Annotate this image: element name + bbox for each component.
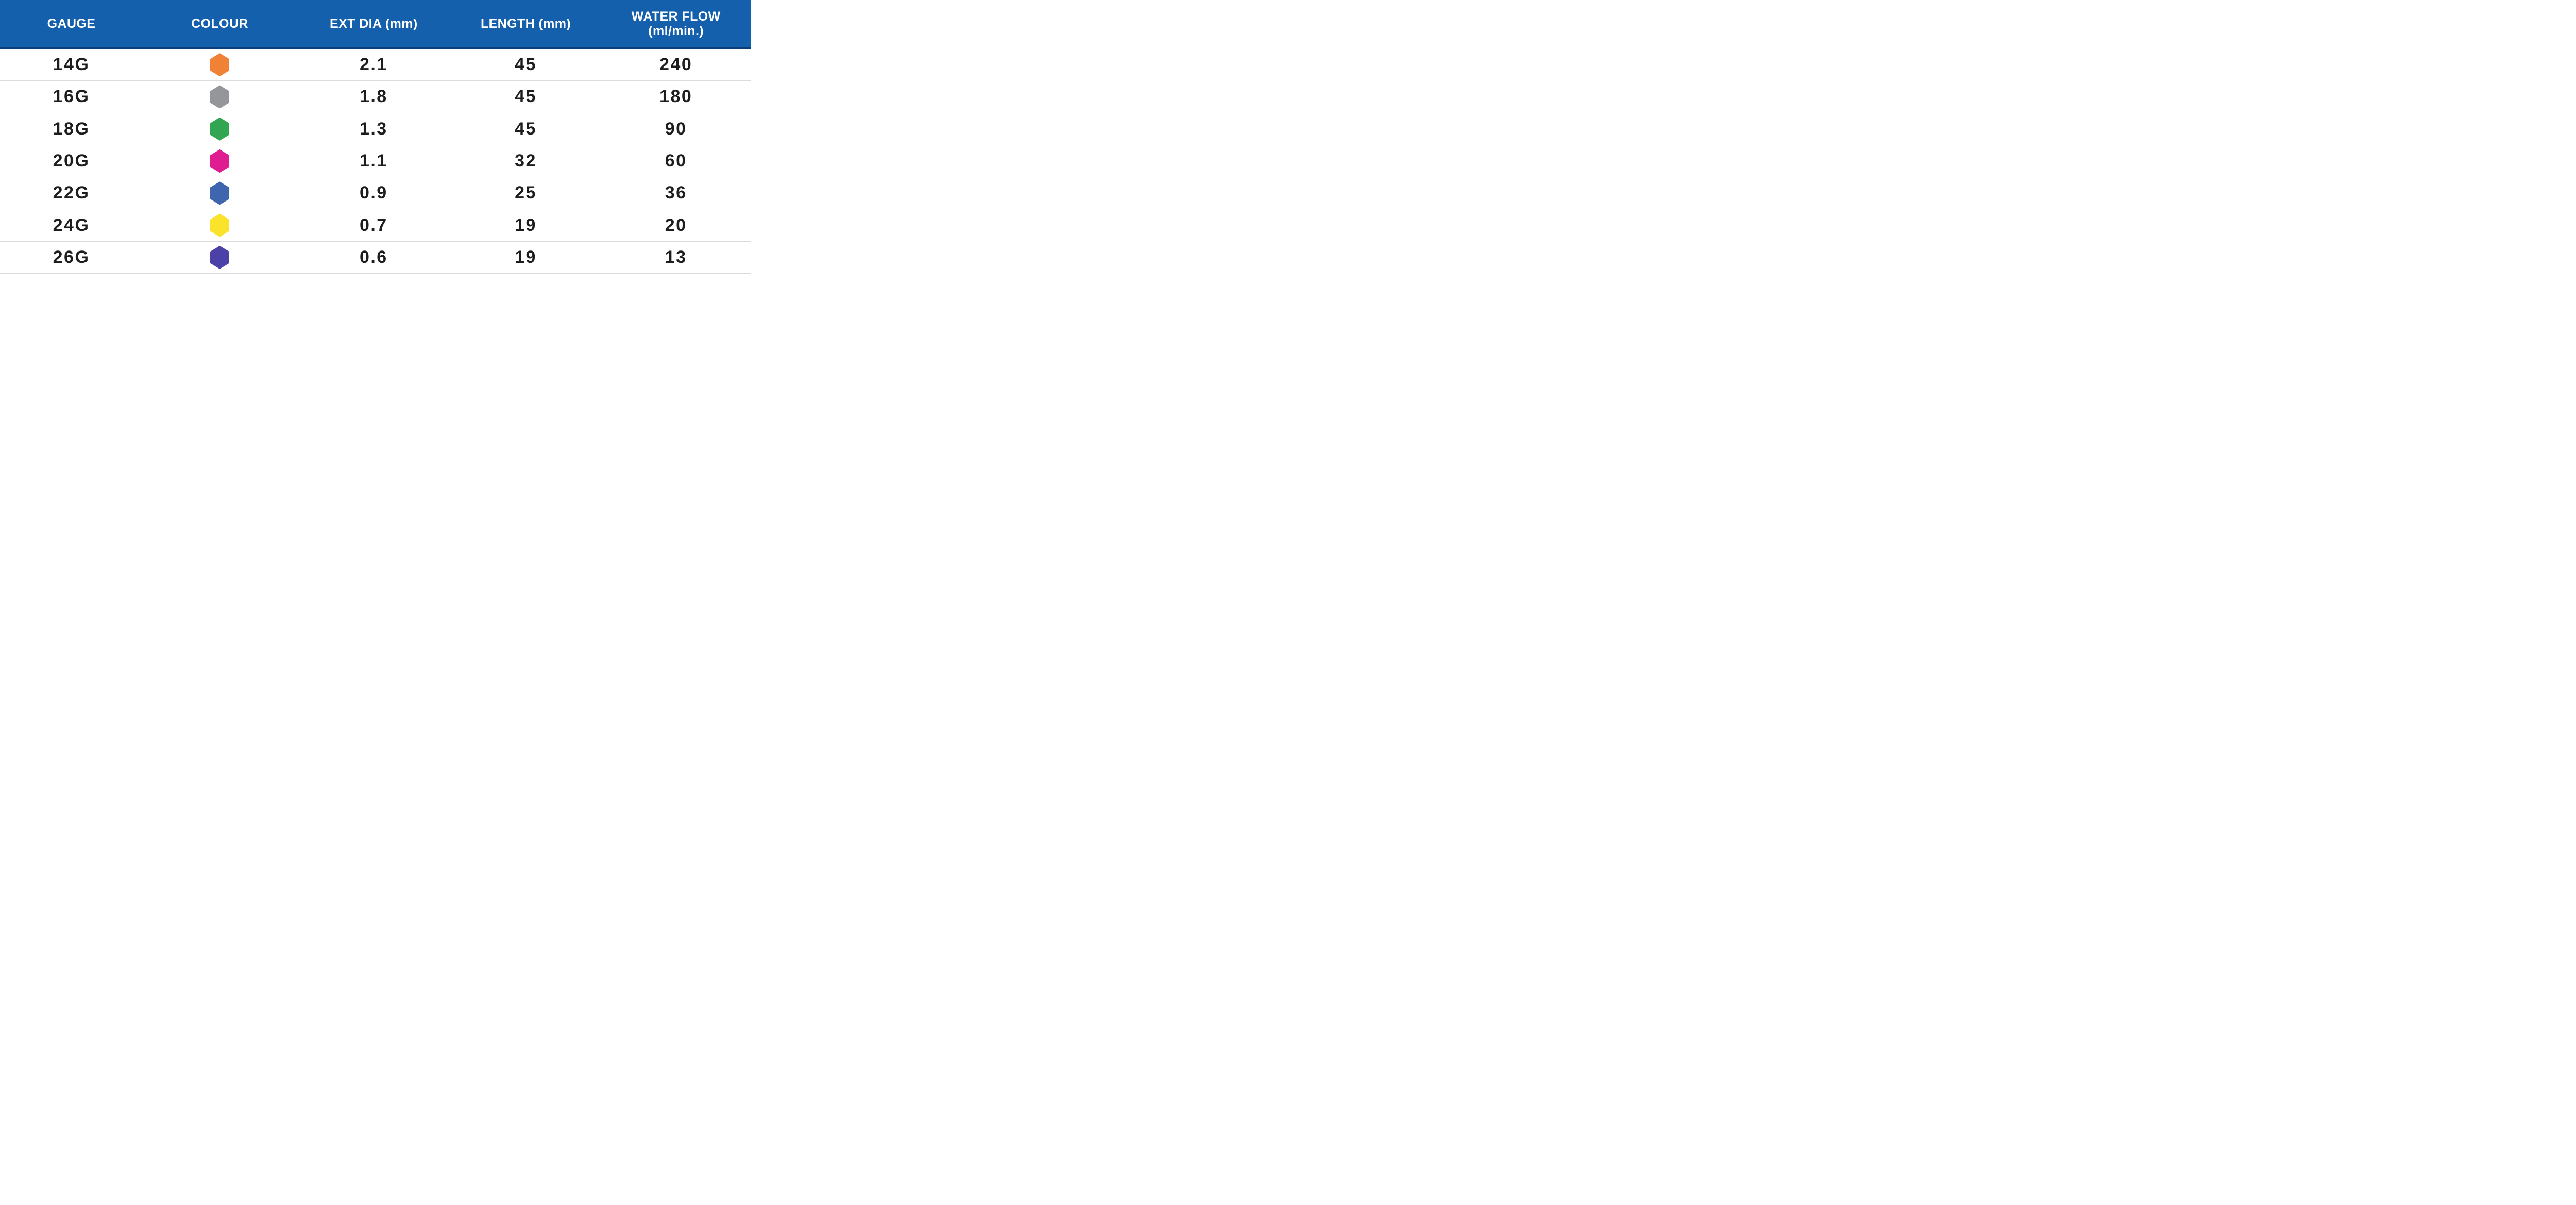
- gauge-cell: 20G: [0, 145, 143, 177]
- gauge-value: 18G: [53, 119, 90, 139]
- colour-hexagon-icon: [210, 181, 229, 205]
- ext-dia-cell: 0.9: [297, 177, 451, 209]
- water-flow-value: 36: [665, 183, 687, 203]
- length-value: 45: [515, 87, 537, 107]
- ext-dia-cell: 1.1: [297, 145, 451, 177]
- water-flow-value: 60: [665, 151, 687, 171]
- water-flow-value: 90: [665, 119, 687, 139]
- table-header-row: GAUGE COLOUR EXT DIA (mm) LENGTH (mm) WA…: [0, 0, 751, 49]
- ext-dia-cell: 1.8: [297, 81, 451, 112]
- colour-hexagon-icon: [210, 53, 229, 77]
- water-flow-value: 180: [659, 87, 693, 107]
- water-flow-cell: 36: [601, 177, 751, 209]
- length-cell: 45: [451, 81, 601, 112]
- gauge-cell: 22G: [0, 177, 143, 209]
- ext-dia-cell: 0.7: [297, 209, 451, 241]
- length-cell: 32: [451, 145, 601, 177]
- ext-dia-value: 2.1: [359, 55, 388, 75]
- gauge-value: 20G: [53, 151, 90, 171]
- colour-cell: [143, 113, 297, 145]
- gauge-cell: 16G: [0, 81, 143, 112]
- colour-cell: [143, 145, 297, 177]
- table-row: 14G 2.1 45 240: [0, 49, 751, 81]
- water-flow-cell: 240: [601, 49, 751, 80]
- colour-hexagon-icon: [210, 85, 229, 109]
- colour-hexagon-icon: [210, 245, 229, 269]
- ext-dia-cell: 1.3: [297, 113, 451, 145]
- table-row: 20G 1.1 32 60: [0, 145, 751, 178]
- water-flow-cell: 180: [601, 81, 751, 112]
- column-header-label: GAUGE: [47, 16, 96, 31]
- gauge-spec-table: GAUGE COLOUR EXT DIA (mm) LENGTH (mm) WA…: [0, 0, 751, 302]
- water-flow-value: 13: [665, 247, 687, 267]
- table-row: 22G 0.9 25 36: [0, 177, 751, 210]
- water-flow-cell: 13: [601, 242, 751, 273]
- column-header-label: LENGTH (mm): [480, 16, 571, 31]
- water-flow-cell: 90: [601, 113, 751, 145]
- water-flow-value: 240: [659, 55, 693, 75]
- water-flow-cell: 60: [601, 145, 751, 177]
- column-header-length: LENGTH (mm): [451, 0, 601, 47]
- length-value: 19: [515, 215, 537, 235]
- ext-dia-value: 0.9: [359, 183, 388, 203]
- colour-hexagon-icon: [210, 213, 229, 237]
- column-header-water-flow: WATER FLOW (ml/min.): [601, 0, 751, 47]
- length-value: 25: [515, 183, 537, 203]
- colour-cell: [143, 242, 297, 273]
- length-cell: 45: [451, 113, 601, 145]
- column-header-colour: COLOUR: [143, 0, 297, 47]
- table-row: 24G 0.7 19 20: [0, 209, 751, 242]
- gauge-value: 26G: [53, 247, 90, 267]
- ext-dia-value: 1.1: [359, 151, 388, 171]
- colour-hexagon-icon: [210, 149, 229, 173]
- gauge-value: 24G: [53, 215, 90, 235]
- table-row: 26G 0.6 19 13: [0, 241, 751, 274]
- water-flow-value: 20: [665, 215, 687, 235]
- gauge-value: 22G: [53, 183, 90, 203]
- length-value: 45: [515, 55, 537, 75]
- column-header-ext-dia: EXT DIA (mm): [297, 0, 451, 47]
- length-value: 45: [515, 119, 537, 139]
- ext-dia-value: 0.7: [359, 215, 388, 235]
- ext-dia-value: 0.6: [359, 247, 388, 267]
- gauge-value: 16G: [53, 87, 90, 107]
- length-cell: 19: [451, 242, 601, 273]
- table-row: 16G 1.8 45 180: [0, 81, 751, 113]
- length-cell: 19: [451, 209, 601, 241]
- column-header-gauge: GAUGE: [0, 0, 143, 47]
- column-header-label: COLOUR: [191, 16, 248, 31]
- gauge-cell: 24G: [0, 209, 143, 241]
- length-cell: 45: [451, 49, 601, 80]
- gauge-cell: 14G: [0, 49, 143, 80]
- colour-cell: [143, 177, 297, 209]
- length-value: 19: [515, 247, 537, 267]
- colour-cell: [143, 209, 297, 241]
- column-header-label: WATER FLOW (ml/min.): [631, 9, 721, 38]
- colour-cell: [143, 49, 297, 80]
- gauge-value: 14G: [53, 55, 90, 75]
- table-row: 18G 1.3 45 90: [0, 113, 751, 145]
- gauge-cell: 26G: [0, 242, 143, 273]
- ext-dia-value: 1.8: [359, 87, 388, 107]
- colour-cell: [143, 81, 297, 112]
- ext-dia-cell: 0.6: [297, 242, 451, 273]
- column-header-label: EXT DIA (mm): [330, 16, 418, 31]
- water-flow-cell: 20: [601, 209, 751, 241]
- bottom-whitespace: [0, 274, 751, 302]
- colour-hexagon-icon: [210, 117, 229, 141]
- ext-dia-cell: 2.1: [297, 49, 451, 80]
- gauge-cell: 18G: [0, 113, 143, 145]
- ext-dia-value: 1.3: [359, 119, 388, 139]
- length-cell: 25: [451, 177, 601, 209]
- length-value: 32: [515, 151, 537, 171]
- table-body: 14G 2.1 45 240 16G 1.8 45 180: [0, 49, 751, 274]
